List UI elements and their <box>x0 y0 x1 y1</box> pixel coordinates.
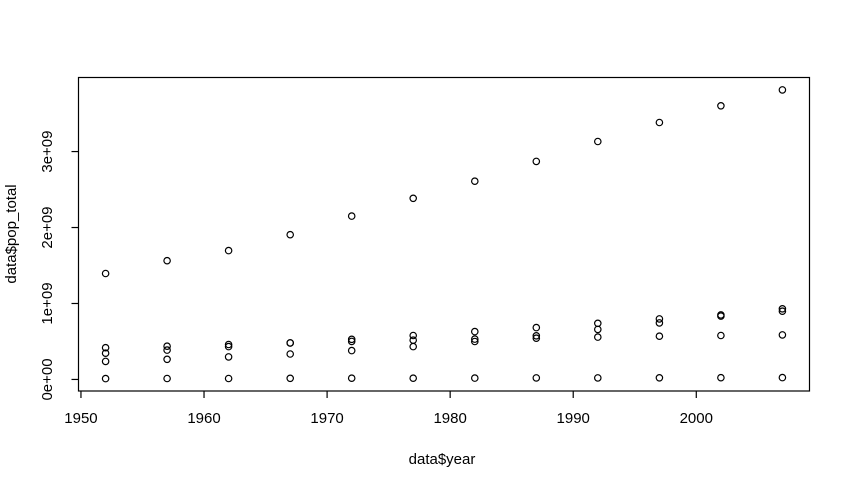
data-point <box>347 374 356 383</box>
data-point <box>532 374 541 382</box>
data-point <box>101 374 110 383</box>
data-point <box>717 331 725 340</box>
data-point <box>101 269 110 278</box>
data-point <box>163 346 171 354</box>
data-point <box>101 357 110 366</box>
data-point <box>409 194 418 203</box>
data-point <box>101 349 110 358</box>
data-point <box>532 157 541 166</box>
data-point <box>409 342 418 351</box>
y-tick-label: 0e+00 <box>39 358 56 400</box>
data-point <box>778 373 787 382</box>
x-tick-label: 1960 <box>187 410 220 427</box>
data-point <box>655 118 664 127</box>
data-point <box>655 315 664 323</box>
data-point <box>224 340 233 349</box>
data-point <box>224 353 233 361</box>
data-point <box>470 337 479 346</box>
data-point <box>593 333 602 341</box>
data-point <box>532 334 541 343</box>
data-point <box>532 323 541 332</box>
data-point <box>778 304 787 313</box>
data-point <box>593 325 602 334</box>
data-point <box>593 374 602 382</box>
data-point <box>655 373 664 382</box>
data-point <box>101 343 110 352</box>
data-point <box>778 86 787 94</box>
x-tick-label: 1950 <box>64 410 97 427</box>
data-point <box>532 331 541 340</box>
data-point <box>470 374 479 382</box>
data-point <box>593 319 602 328</box>
data-point <box>778 307 787 316</box>
data-point <box>593 137 602 146</box>
data-point <box>470 177 479 186</box>
data-point <box>717 102 725 110</box>
data-point <box>470 335 479 343</box>
data-point <box>778 331 787 339</box>
data-point <box>163 355 171 364</box>
y-axis-label: data$pop_total <box>3 184 20 283</box>
data-point <box>717 373 725 382</box>
data-point <box>286 374 295 383</box>
x-tick-label: 2000 <box>680 410 713 427</box>
data-point <box>347 335 356 344</box>
data-point <box>655 319 664 327</box>
data-point <box>224 342 233 351</box>
data-point <box>286 339 295 347</box>
data-point <box>655 332 664 341</box>
data-point <box>717 312 725 320</box>
data-point <box>224 374 233 383</box>
y-tick-label: 1e+09 <box>39 282 56 324</box>
x-tick-label: 1990 <box>557 410 590 427</box>
data-point <box>409 331 418 340</box>
data-point <box>347 212 356 220</box>
x-tick-label: 1970 <box>310 410 343 427</box>
data-point <box>286 350 295 358</box>
x-axis-label: data$year <box>409 451 476 468</box>
y-tick-label: 3e+09 <box>39 130 56 172</box>
y-tick-label: 2e+09 <box>39 206 56 248</box>
data-point <box>163 256 171 265</box>
plot-box <box>77 76 811 392</box>
x-tick-label: 1980 <box>433 410 466 427</box>
data-point <box>163 342 171 351</box>
data-point <box>409 374 418 383</box>
data-point <box>163 374 171 383</box>
data-point <box>224 246 233 255</box>
plot-generated-layer: 1950 1960 1970 1980 1990 2000 0e+00 1e+09 2e+09 3… <box>39 76 811 427</box>
data-point <box>347 346 356 355</box>
data-point <box>470 327 479 336</box>
data-point <box>286 230 295 239</box>
data-point <box>347 337 356 346</box>
